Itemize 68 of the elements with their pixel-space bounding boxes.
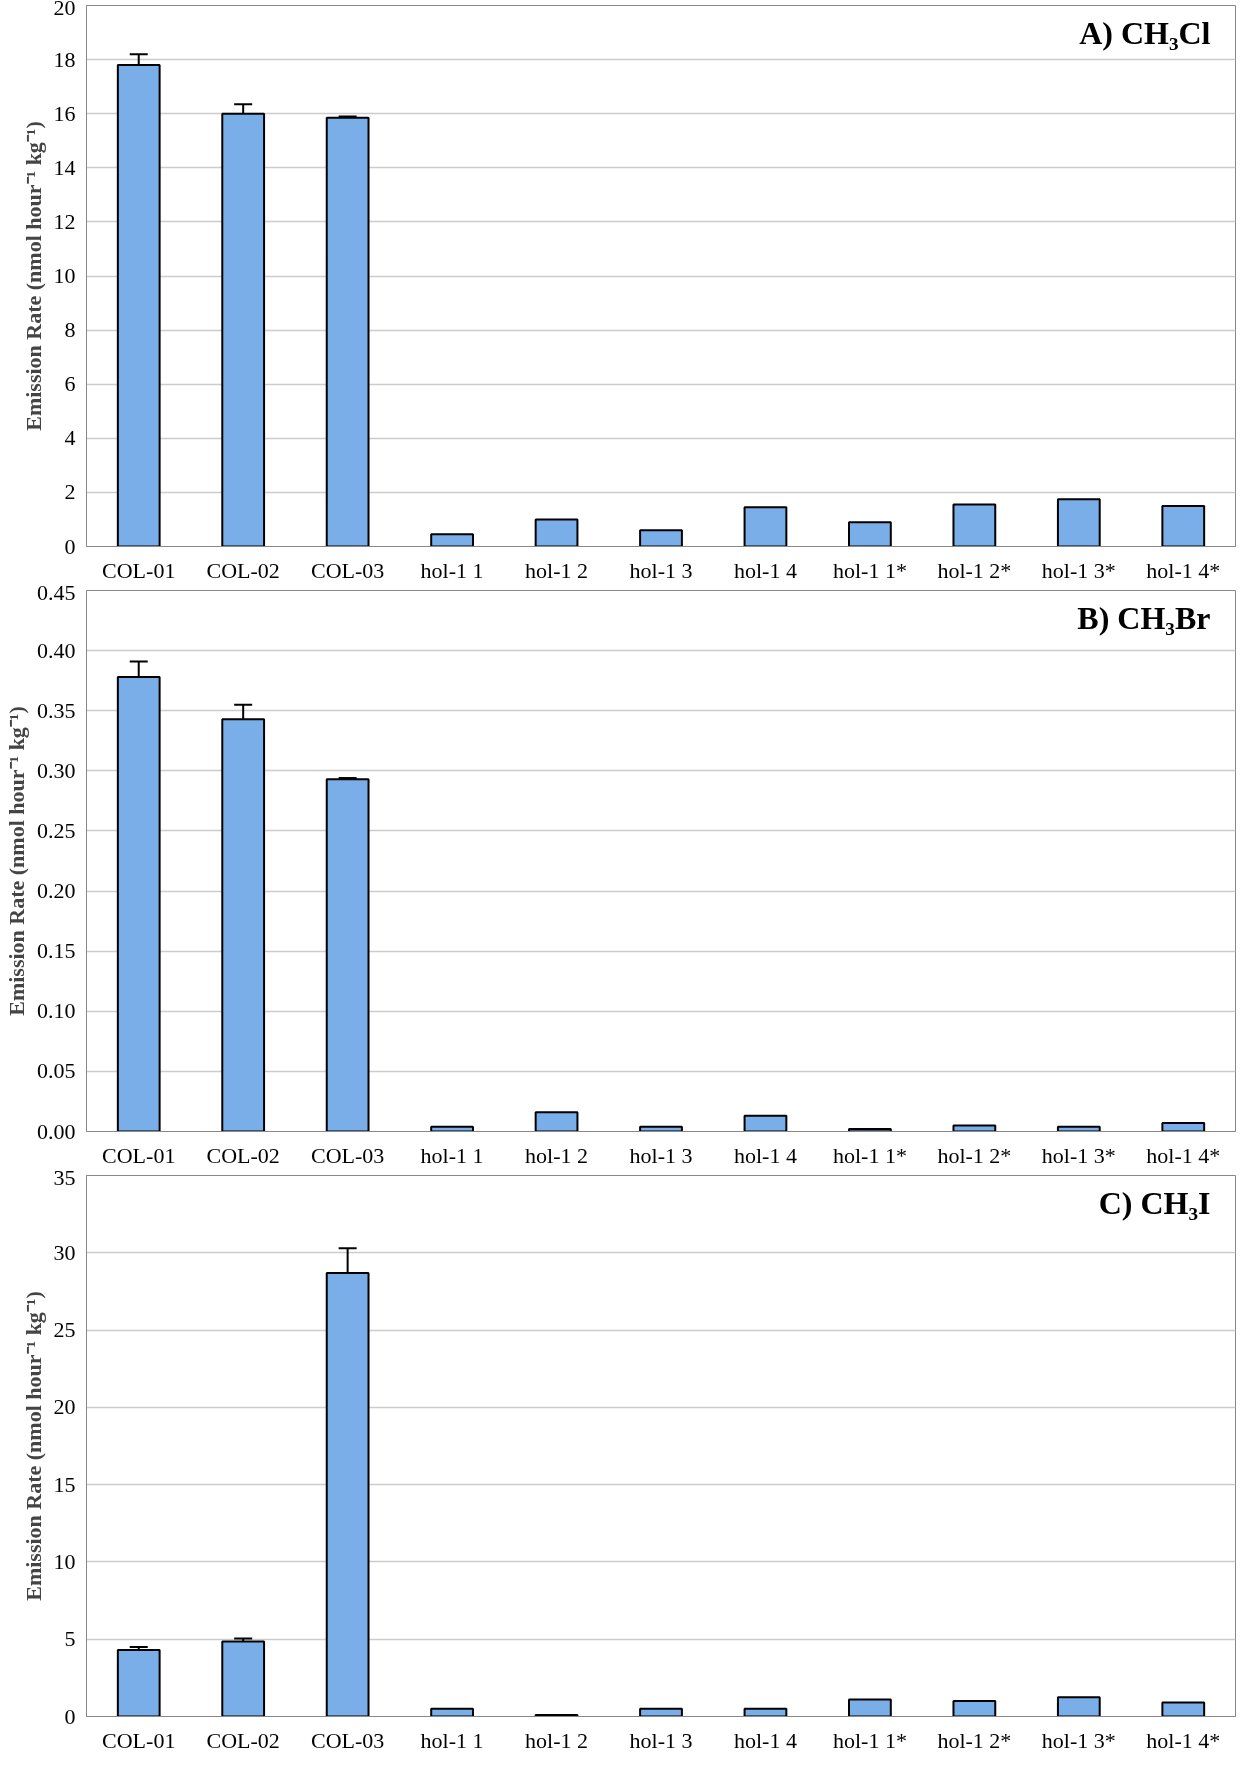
- x-tick-label: hol-1 3: [629, 557, 693, 583]
- y-tick-label: 30: [53, 1239, 76, 1265]
- x-tick-label: hol-1 2*: [937, 1727, 1012, 1753]
- y-tick-label: 0.45: [37, 579, 76, 605]
- chart-title: C) CH₃I: [1098, 1184, 1211, 1221]
- y-tick-label: 10: [53, 263, 76, 288]
- x-tick-label: COL-03: [310, 1727, 385, 1753]
- y-tick-label: 0.40: [37, 637, 76, 663]
- x-tick-label: hol-1 2: [525, 1727, 589, 1753]
- x-tick-label: COL-01: [102, 557, 176, 583]
- x-tick-label: hol-1 2: [525, 1142, 589, 1168]
- chart-title: B) CH₃Br: [1077, 599, 1211, 636]
- y-tick-label: 25: [53, 1317, 76, 1343]
- y-tick-label: 0.30: [37, 757, 76, 783]
- x-tick-label: hol-1 2*: [937, 1142, 1012, 1168]
- x-tick-label: COL-02: [206, 1142, 280, 1168]
- x-tick-label: COL-03: [310, 557, 385, 583]
- x-tick-label: hol-1 1: [420, 1142, 484, 1168]
- x-tick-label: hol-1 1: [420, 557, 484, 583]
- x-tick-label: hol-1 3*: [1041, 1727, 1116, 1753]
- x-tick-label: hol-1 3: [629, 1727, 693, 1753]
- y-tick-label: 0.00: [37, 1118, 76, 1144]
- y-tick-label: 0.25: [37, 817, 76, 843]
- y-tick-label: 20: [53, 1394, 76, 1420]
- x-tick-label: COL-02: [206, 557, 280, 583]
- y-tick-label: 4: [64, 425, 76, 451]
- y-tick-label: 0.20: [37, 878, 76, 904]
- y-tick-label: 20: [53, 0, 76, 20]
- x-tick-label: hol-1 1*: [832, 1142, 907, 1168]
- y-tick-label: 18: [53, 46, 76, 72]
- y-axis-title: Emission Rate (nmol hour⁻¹ kg⁻¹): [4, 706, 29, 1016]
- x-tick-label: hol-1 4*: [1146, 1727, 1221, 1753]
- y-axis-title: Emission Rate (nmol hour⁻¹ kg⁻¹): [20, 1291, 46, 1601]
- y-tick-label: 6: [64, 371, 76, 397]
- y-tick-label: 16: [53, 100, 76, 126]
- x-tick-label: hol-1 4: [733, 557, 797, 583]
- x-tick-label: hol-1 3*: [1041, 1142, 1116, 1168]
- y-tick-label: 12: [53, 208, 76, 234]
- y-tick-label: 14: [53, 154, 76, 180]
- y-tick-label: 35: [53, 1164, 76, 1190]
- y-tick-label: 0.35: [37, 697, 76, 723]
- x-tick-label: hol-1 4: [733, 1727, 797, 1753]
- y-tick-label: 0: [64, 1703, 76, 1729]
- x-tick-label: COL-03: [310, 1142, 385, 1168]
- x-tick-label: hol-1 2*: [937, 557, 1012, 583]
- y-tick-label: 5: [64, 1626, 76, 1652]
- x-tick-label: hol-1 1*: [832, 557, 907, 583]
- y-tick-label: 0.15: [37, 938, 76, 964]
- y-tick-label: 0.10: [37, 998, 76, 1024]
- x-tick-label: hol-1 1: [420, 1727, 484, 1753]
- y-tick-label: 10: [53, 1548, 76, 1574]
- x-tick-label: hol-1 2: [525, 557, 589, 583]
- y-axis-title: Emission Rate (nmol hour⁻¹ kg⁻¹): [20, 121, 46, 431]
- x-tick-label: COL-02: [206, 1727, 280, 1753]
- x-tick-label: hol-1 4*: [1146, 1142, 1221, 1168]
- x-tick-label: hol-1 1*: [832, 1727, 907, 1753]
- y-tick-label: 8: [64, 317, 76, 343]
- x-tick-label: COL-01: [102, 1727, 176, 1753]
- y-tick-label: 15: [53, 1471, 76, 1497]
- y-tick-label: 0: [64, 533, 76, 559]
- y-tick-label: 2: [64, 479, 76, 505]
- x-tick-label: hol-1 4: [733, 1142, 797, 1168]
- chart-title: A) CH₃Cl: [1079, 14, 1211, 51]
- y-tick-label: 0.05: [37, 1058, 76, 1084]
- x-tick-label: COL-01: [102, 1142, 176, 1168]
- x-tick-label: hol-1 3: [629, 1142, 693, 1168]
- x-tick-label: hol-1 4*: [1146, 557, 1221, 583]
- x-tick-label: hol-1 3*: [1041, 557, 1116, 583]
